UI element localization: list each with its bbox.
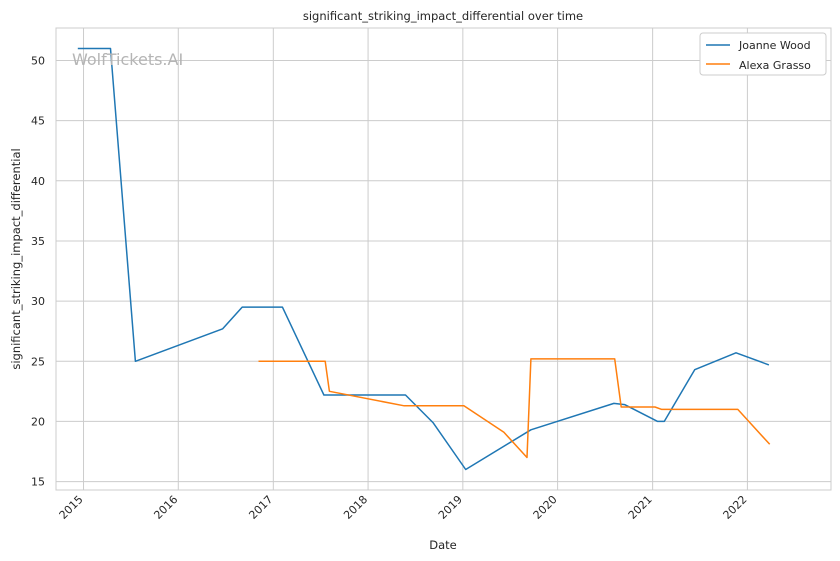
x-tick-label: 2021	[626, 493, 655, 522]
y-tick-label: 35	[31, 235, 45, 248]
chart-title: significant_striking_impact_differential…	[303, 9, 583, 23]
x-tick-label: 2020	[531, 493, 560, 522]
legend-label-joanne-wood: Joanne Wood	[738, 39, 811, 52]
tick-labels: 15 20 25 30 35 40 45 50 2015 2016 2017 2018 2019 2020…	[31, 54, 750, 521]
x-tick-label: 2022	[721, 493, 750, 522]
grid	[56, 28, 831, 490]
x-tick-label: 2017	[246, 493, 275, 522]
legend-label-alexa-grasso: Alexa Grasso	[739, 59, 811, 72]
y-axis-title: significant_striking_impact_differential	[9, 148, 23, 369]
series-line-alexa-grasso	[258, 358, 771, 459]
y-tick-label: 20	[31, 415, 45, 428]
y-tick-label: 15	[31, 476, 45, 489]
x-axis-title: Date	[429, 538, 457, 552]
series-line-joanne-wood	[77, 47, 770, 471]
y-tick-label: 40	[31, 175, 45, 188]
series-lines	[77, 47, 771, 471]
legend-box	[699, 32, 827, 76]
y-tick-label: 50	[31, 54, 45, 67]
plot-area	[55, 27, 832, 491]
x-tick-label: 2016	[151, 493, 180, 522]
x-tick-label: 2015	[57, 493, 86, 522]
watermark: WolfTickets.AI	[72, 50, 183, 69]
y-tick-label: 25	[31, 355, 45, 368]
y-tick-label: 30	[31, 295, 45, 308]
x-tick-label: 2019	[436, 493, 465, 522]
x-tick-label: 2018	[341, 493, 370, 522]
legend: Joanne Wood Alexa Grasso	[699, 32, 827, 76]
y-tick-label: 45	[31, 115, 45, 128]
